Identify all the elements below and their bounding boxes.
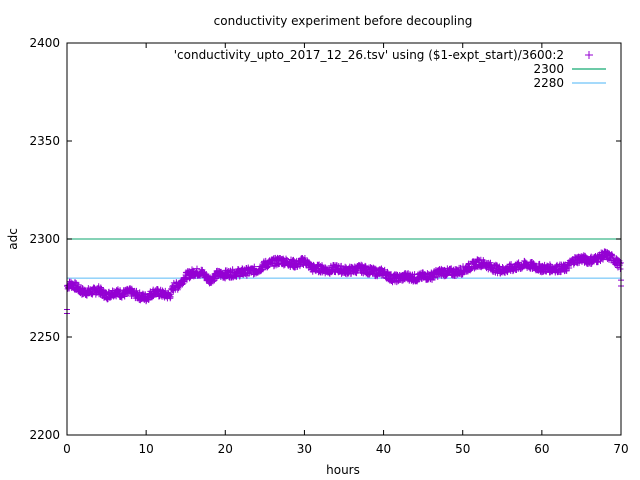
data-point — [251, 263, 258, 270]
y-tick-label: 2350 — [29, 134, 60, 148]
legend: 'conductivity_upto_2017_12_26.tsv' using… — [174, 48, 606, 90]
axes: 0 10 20 30 40 50 60 70 2200 2250 2300 2350 2400 — [29, 36, 628, 456]
data-point — [617, 265, 624, 272]
x-tick-label: 20 — [218, 442, 233, 456]
y-tick-label: 2200 — [29, 428, 60, 442]
x-tick-label: 0 — [63, 442, 71, 456]
legend-label: 'conductivity_upto_2017_12_26.tsv' using… — [174, 48, 564, 62]
data-point — [338, 262, 345, 269]
x-tick-label: 60 — [534, 442, 549, 456]
y-tick-label: 2300 — [29, 232, 60, 246]
legend-label: 2280 — [533, 76, 564, 90]
y-tick-label: 2400 — [29, 36, 60, 50]
x-tick-label: 40 — [376, 442, 391, 456]
data-point — [530, 260, 537, 267]
y-axis-label: adc — [6, 228, 20, 250]
data-point — [193, 265, 200, 272]
data-point — [167, 291, 174, 298]
data-point — [492, 261, 499, 268]
data-point — [121, 293, 128, 300]
x-axis-label: hours — [326, 463, 360, 477]
x-tick-label: 30 — [297, 442, 312, 456]
data-point — [362, 262, 369, 269]
plot-area — [64, 238, 624, 317]
data-point — [566, 264, 573, 271]
legend-label: 2300 — [533, 62, 564, 76]
data-point — [582, 252, 589, 259]
chart-title: conductivity experiment before decouplin… — [214, 14, 473, 28]
y-tick-label: 2250 — [29, 330, 60, 344]
legend-marker-point — [585, 51, 593, 59]
data-point — [72, 279, 79, 286]
x-tick-label: 70 — [613, 442, 628, 456]
x-tick-label: 10 — [139, 442, 154, 456]
data-point — [290, 256, 297, 263]
x-tick-label: 50 — [455, 442, 470, 456]
